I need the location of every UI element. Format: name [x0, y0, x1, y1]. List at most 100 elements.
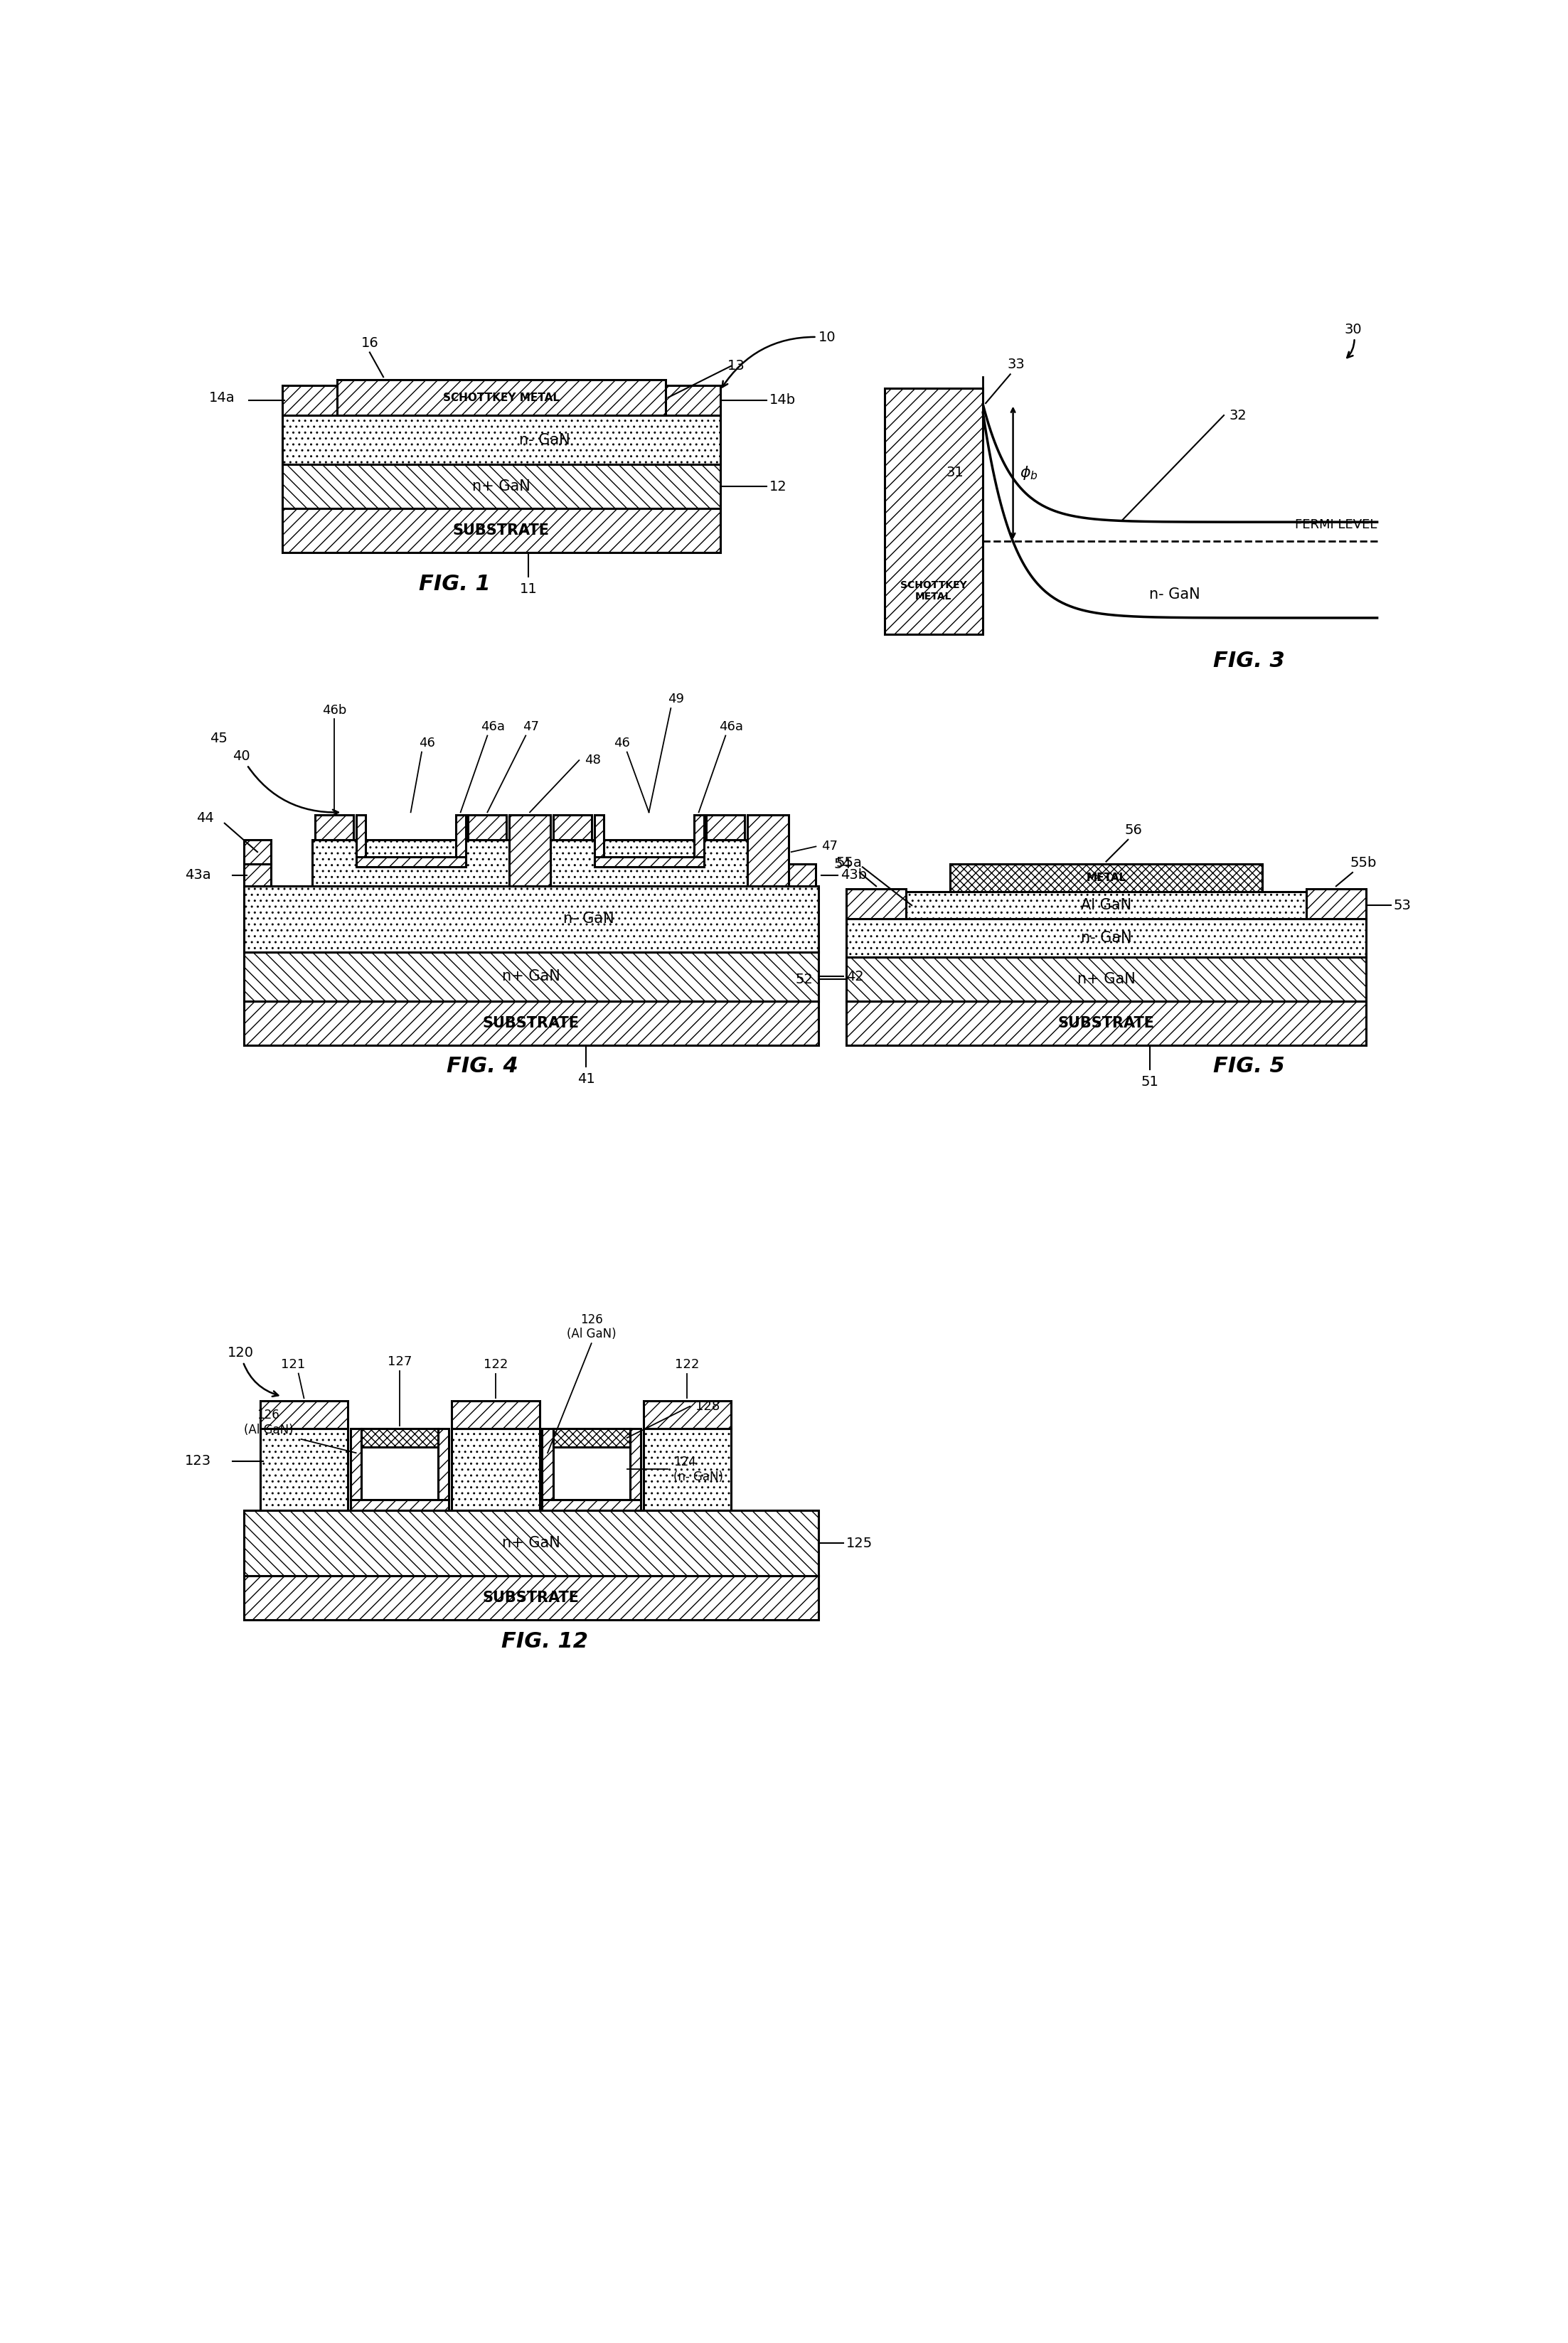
Text: 56: 56	[1124, 822, 1143, 836]
Bar	[437, 1429, 448, 1500]
Bar	[282, 415, 720, 464]
Text: 44: 44	[196, 811, 213, 825]
Text: FIG. 5: FIG. 5	[1214, 1057, 1284, 1075]
Bar	[594, 815, 604, 867]
Bar	[243, 1577, 818, 1619]
Text: n+ GaN: n+ GaN	[502, 970, 560, 984]
Bar	[243, 865, 271, 886]
Text: FIG. 3: FIG. 3	[1214, 651, 1284, 672]
Bar	[362, 1429, 437, 1448]
Text: n+ GaN: n+ GaN	[1077, 972, 1135, 986]
Text: 51: 51	[1142, 1075, 1159, 1089]
Bar	[469, 815, 506, 839]
Bar	[260, 1401, 348, 1429]
Bar	[243, 1000, 818, 1045]
Bar	[707, 815, 745, 839]
Bar	[351, 1500, 448, 1511]
Text: 52: 52	[795, 972, 814, 986]
Bar	[543, 1500, 641, 1511]
Bar	[693, 815, 704, 867]
Bar	[362, 1429, 437, 1500]
Bar	[356, 815, 365, 867]
Text: 33: 33	[1007, 358, 1024, 373]
Bar	[643, 1429, 731, 1511]
Bar	[260, 1429, 348, 1511]
Bar	[950, 865, 1262, 893]
Bar	[452, 1401, 539, 1429]
Bar	[643, 1401, 731, 1429]
Text: Al GaN: Al GaN	[1080, 897, 1132, 911]
Text: FIG. 1: FIG. 1	[419, 574, 491, 595]
Text: 43b: 43b	[840, 869, 867, 881]
Bar	[847, 888, 906, 918]
Text: n- GaN: n- GaN	[563, 911, 615, 925]
Text: 122: 122	[483, 1359, 508, 1371]
Text: 48: 48	[585, 754, 601, 766]
Text: $\phi_b$: $\phi_b$	[1019, 464, 1038, 480]
Bar	[847, 918, 1366, 958]
Text: 124
(n- GaN): 124 (n- GaN)	[674, 1455, 723, 1483]
Text: FERMI LEVEL: FERMI LEVEL	[1295, 518, 1377, 532]
Bar	[594, 858, 704, 867]
Text: n- GaN: n- GaN	[519, 433, 571, 448]
Bar	[282, 508, 720, 553]
Text: METAL: METAL	[1087, 872, 1126, 883]
Text: 47: 47	[524, 719, 539, 733]
Bar	[282, 464, 720, 508]
Bar	[789, 865, 815, 886]
Text: 40: 40	[232, 750, 339, 815]
Text: 46b: 46b	[321, 703, 347, 717]
Bar	[554, 815, 591, 839]
Text: 41: 41	[577, 1073, 594, 1085]
Text: SCHOTTKEY
METAL: SCHOTTKEY METAL	[900, 581, 967, 602]
Text: SUBSTRATE: SUBSTRATE	[483, 1017, 580, 1031]
Text: 54: 54	[834, 858, 851, 872]
Text: 32: 32	[1229, 408, 1247, 422]
Bar	[543, 1429, 554, 1500]
Text: 123: 123	[185, 1455, 210, 1467]
Text: 12: 12	[770, 480, 787, 494]
Text: 127: 127	[387, 1354, 412, 1368]
Text: 121: 121	[281, 1359, 306, 1371]
Text: 122: 122	[674, 1359, 699, 1371]
Text: 47: 47	[822, 841, 837, 853]
Bar	[312, 839, 510, 886]
Text: 49: 49	[668, 694, 685, 705]
Bar	[550, 839, 748, 886]
Text: 126
(Al GaN): 126 (Al GaN)	[566, 1312, 616, 1340]
Text: 125: 125	[847, 1537, 872, 1551]
Bar	[243, 1511, 818, 1577]
Text: 120: 120	[227, 1347, 278, 1396]
Text: 31: 31	[946, 466, 964, 480]
Bar	[243, 839, 271, 865]
Text: 46: 46	[419, 736, 436, 750]
Bar	[243, 951, 818, 1000]
Bar	[665, 384, 720, 415]
Bar	[510, 815, 550, 886]
Text: 43a: 43a	[185, 869, 210, 881]
Text: n- GaN: n- GaN	[1149, 588, 1200, 602]
Text: 55b: 55b	[1350, 855, 1377, 869]
Text: 14b: 14b	[770, 394, 797, 408]
Text: SCHOTTKEY METAL: SCHOTTKEY METAL	[442, 391, 560, 403]
Text: 126
(Al GaN): 126 (Al GaN)	[243, 1408, 293, 1436]
Text: SUBSTRATE: SUBSTRATE	[483, 1591, 580, 1605]
Text: 10: 10	[723, 330, 836, 387]
Bar	[315, 815, 353, 839]
Text: 42: 42	[847, 970, 864, 984]
Text: 13: 13	[728, 358, 745, 373]
Bar	[356, 858, 466, 867]
Bar	[554, 1429, 630, 1500]
Text: n+ GaN: n+ GaN	[472, 480, 530, 494]
Text: 16: 16	[361, 335, 378, 349]
Bar	[243, 886, 818, 951]
Bar	[630, 1429, 641, 1500]
Text: 55a: 55a	[836, 855, 862, 869]
Text: 46a: 46a	[481, 719, 505, 733]
Text: 14a: 14a	[209, 391, 235, 405]
Bar	[337, 380, 665, 415]
Bar	[456, 815, 466, 867]
Text: FIG. 12: FIG. 12	[502, 1631, 588, 1652]
Bar	[1306, 888, 1366, 918]
Text: SUBSTRATE: SUBSTRATE	[1058, 1017, 1154, 1031]
